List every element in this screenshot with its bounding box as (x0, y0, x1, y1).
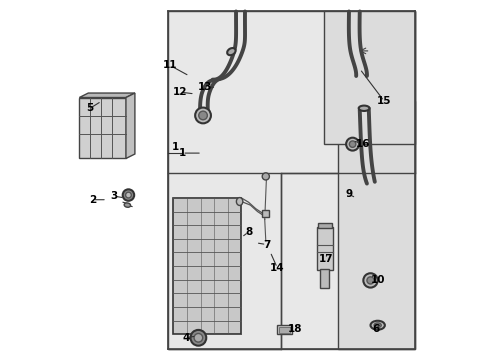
Ellipse shape (236, 198, 243, 206)
Text: 3: 3 (110, 191, 118, 201)
Text: 4: 4 (182, 333, 190, 343)
Bar (173, 198, 242, 334)
Circle shape (195, 108, 211, 123)
Bar (324, 12, 416, 144)
Text: 1: 1 (172, 142, 179, 152)
Text: 15: 15 (377, 96, 392, 106)
Circle shape (364, 273, 378, 288)
Text: 18: 18 (288, 324, 302, 334)
Text: 8: 8 (245, 227, 252, 237)
Ellipse shape (124, 203, 130, 207)
Text: 13: 13 (198, 82, 213, 92)
Text: 10: 10 (370, 275, 385, 285)
Bar (318, 223, 332, 228)
Bar (262, 210, 269, 217)
Text: 9: 9 (345, 189, 353, 199)
Text: 12: 12 (173, 87, 188, 97)
Bar (279, 327, 290, 333)
Circle shape (122, 189, 134, 201)
Text: 17: 17 (318, 254, 333, 264)
Polygon shape (168, 12, 416, 348)
Text: 14: 14 (270, 263, 285, 273)
Ellipse shape (374, 323, 381, 328)
Text: 7: 7 (263, 239, 270, 249)
Circle shape (262, 173, 270, 180)
Bar (277, 325, 292, 334)
Text: 11: 11 (163, 60, 177, 70)
Bar (79, 98, 126, 158)
Circle shape (125, 192, 131, 198)
Circle shape (346, 138, 359, 150)
Text: 6: 6 (372, 324, 380, 334)
Polygon shape (79, 93, 135, 98)
Text: 5: 5 (86, 103, 94, 113)
Ellipse shape (370, 321, 385, 330)
Circle shape (367, 277, 374, 284)
Circle shape (194, 333, 203, 342)
Ellipse shape (227, 48, 236, 55)
Polygon shape (168, 12, 416, 348)
Polygon shape (126, 93, 135, 158)
Bar (320, 269, 329, 288)
Circle shape (199, 111, 207, 120)
Text: 2: 2 (89, 195, 96, 205)
Bar (317, 226, 333, 270)
Bar (338, 101, 416, 348)
Ellipse shape (359, 105, 369, 111)
Text: 16: 16 (356, 139, 370, 149)
Circle shape (349, 141, 356, 147)
Circle shape (191, 330, 206, 346)
Text: 1: 1 (179, 148, 186, 158)
